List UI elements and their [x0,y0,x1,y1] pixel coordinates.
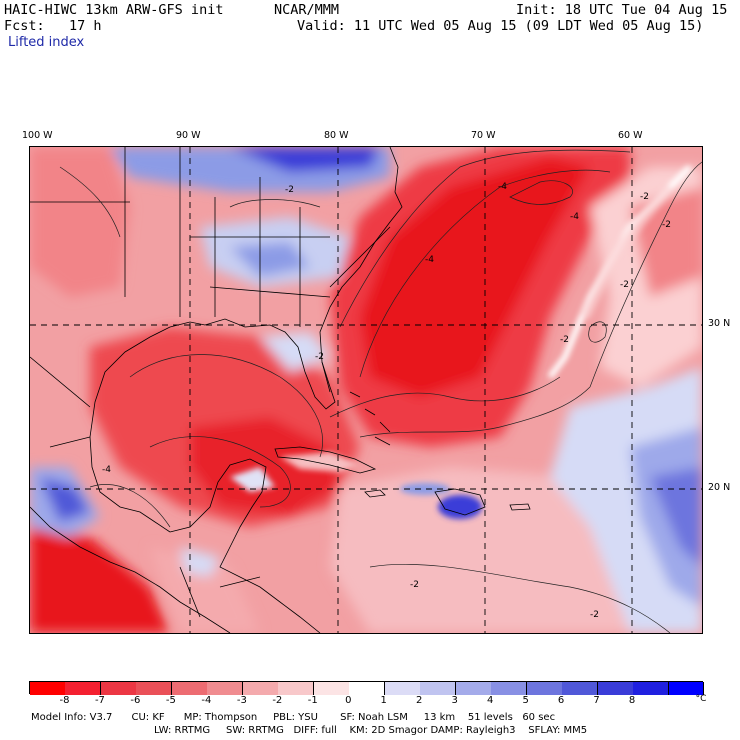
colorbar-segment [207,682,244,695]
valid-time: Valid: 11 UTC Wed 05 Aug 15 (09 LDT Wed … [297,18,704,34]
contour-label: -2 [410,580,419,590]
contour-label: -2 [590,610,599,620]
contour-label: -4 [425,255,434,265]
colorbar-segment [349,682,386,695]
colorbar-segment [491,682,528,695]
colorbar-segment [597,682,634,695]
colorbar-segment [455,682,492,695]
colorbar-segment [242,682,279,695]
colorbar-segment [171,682,208,695]
model-info-line2: LW: RRTMG SW: RRTMG DIFF: full KM: 2D Sm… [154,725,588,736]
org-label: NCAR/MMM [274,2,340,18]
map-canvas: -4 -4 -2 -2 -4 -2 -2 -2 -4 -2 -2 -2 [30,147,702,633]
colorbar-segment [420,682,457,695]
colorbar-tick-label: 1 [380,695,387,706]
contour-label: -4 [498,182,507,192]
lat-lon-grid [30,147,702,633]
colorbar-tick-label: -3 [236,695,247,706]
colorbar-tick-label: -5 [165,695,176,706]
lon-label-90w: 90 W [176,130,201,141]
model-info-line1: Model Info: V3.7 CU: KF MP: Thompson PBL… [31,712,556,723]
colorbar-segment [313,682,350,695]
colorbar-tick-label: -7 [94,695,105,706]
contour-label: -2 [560,335,569,345]
colorbar-tick-label: 3 [451,695,458,706]
lon-label-60w: 60 W [618,130,643,141]
lat-label-30n: 30 N [708,318,731,329]
lon-label-70w: 70 W [471,130,496,141]
colorbar-tick-label: -4 [201,695,212,706]
lon-label-80w: 80 W [324,130,349,141]
contour-label: -4 [102,465,111,475]
colorbar-segment [633,682,670,695]
colorbar-tick-label: 5 [522,695,529,706]
contour-label: -2 [640,192,649,202]
colorbar-segment [384,682,421,695]
colorbar-segment [278,682,315,695]
lat-label-20n: 20 N [708,482,731,493]
colorbar-segment [136,682,173,695]
contour-label: -2 [315,352,324,362]
colorbar-segment [526,682,563,695]
contour-value-labels: -4 -4 -2 -2 -4 -2 -2 -2 -4 -2 -2 -2 [102,182,671,620]
contour-lines [59,149,702,633]
colorbar-tick-label: 6 [557,695,565,706]
field-details [230,164,693,519]
field-name: Lifted index [8,35,85,50]
init-time: Init: 18 UTC Tue 04 Aug 15 [516,2,728,18]
colorbar-tick-label: -6 [130,695,141,706]
colorbar-segment [100,682,137,695]
colorbar-unit: °C [695,694,707,704]
colorbar-tick-label: 4 [486,695,494,706]
contour-label: -4 [570,212,579,222]
lifted-index-field [30,147,702,633]
colorbar [29,681,705,695]
colorbar-segment [668,682,705,695]
colorbar-segment [30,682,66,695]
colorbar-segment [562,682,599,695]
colorbar-tick-label: 0 [345,695,352,706]
coastlines [30,147,531,633]
forecast-hour: Fcst: 17 h [4,18,102,34]
lifted-index-map: -4 -4 -2 -2 -4 -2 -2 -2 -4 -2 -2 -2 [29,146,703,634]
model-title: HAIC-HIWC 13km ARW-GFS init [4,2,224,18]
colorbar-tick-label: 2 [416,695,423,706]
colorbar-tick-label: -2 [272,695,283,706]
contour-label: -2 [662,220,671,230]
lon-label-100w: 100 W [22,130,53,141]
colorbar-tick-label: -8 [59,695,70,706]
colorbar-tick-label: 7 [593,695,600,706]
colorbar-segment [65,682,102,695]
contour-label: -2 [285,185,294,195]
colorbar-tick-label: 8 [628,695,636,706]
colorbar-tick-label: -1 [307,695,318,706]
contour-label: -2 [620,280,629,290]
